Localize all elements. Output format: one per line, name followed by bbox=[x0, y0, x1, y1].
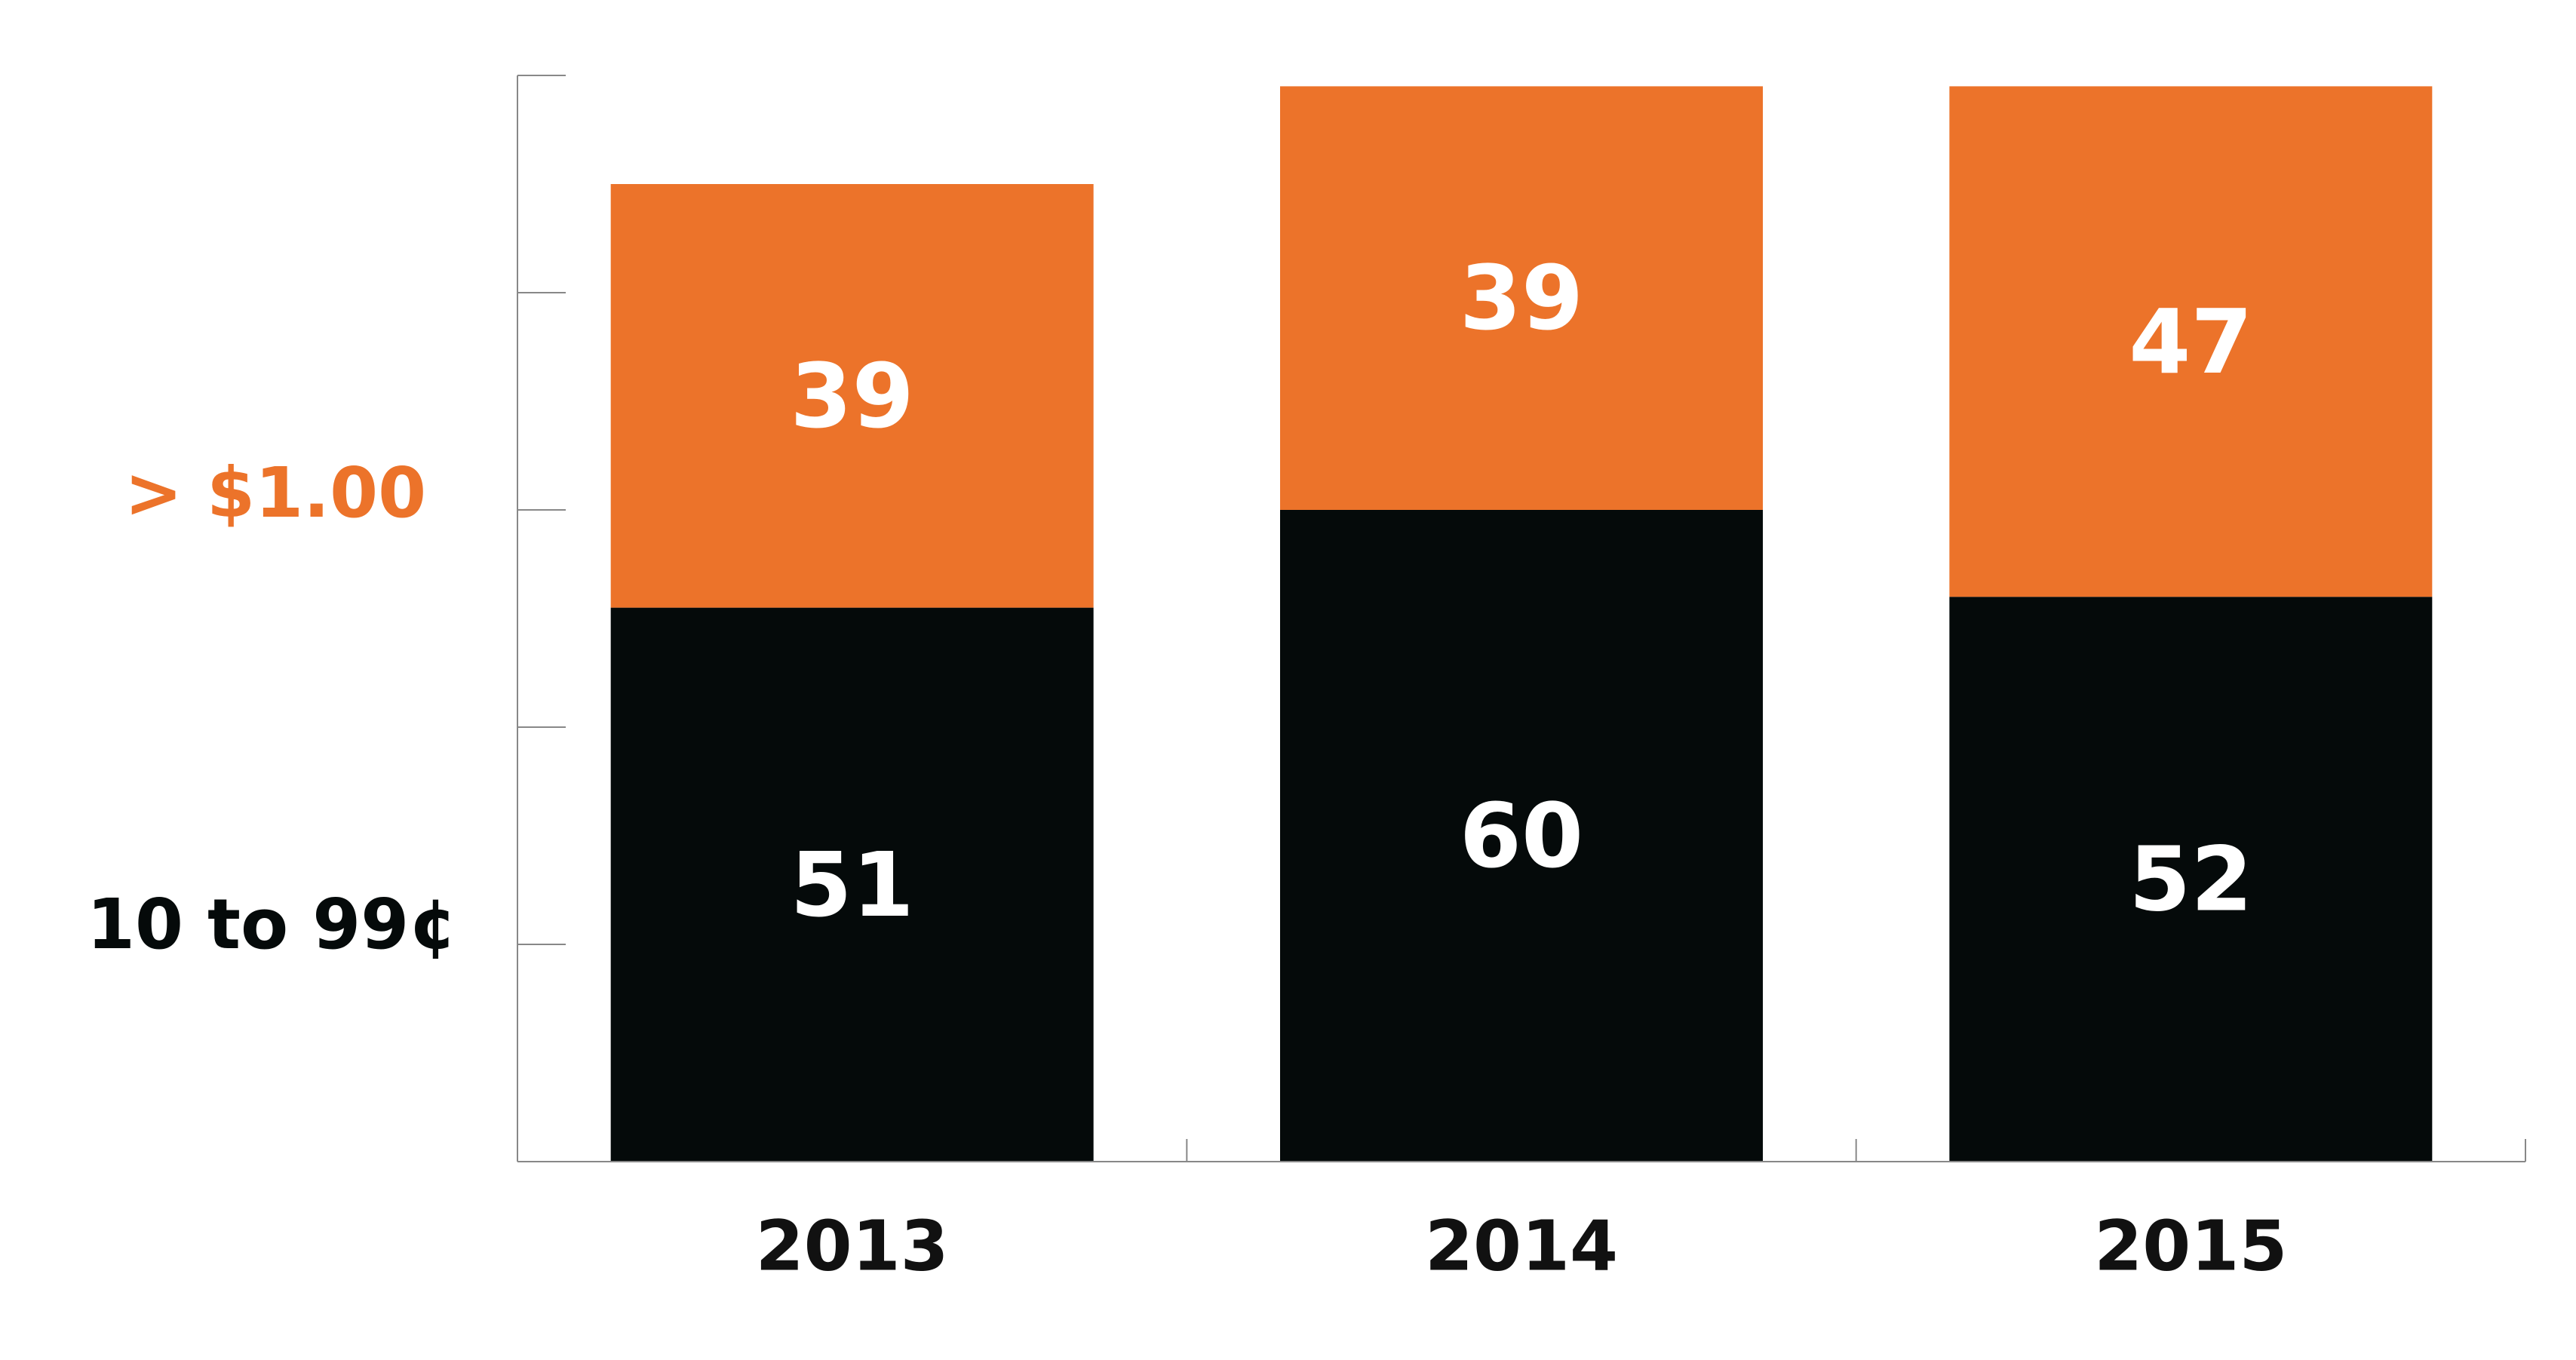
data-label-2014-series-0: 60 bbox=[1460, 784, 1583, 888]
bar-2013-series-0 bbox=[610, 607, 1094, 1162]
bar-2014-series-1 bbox=[1280, 86, 1763, 510]
x-tick-label-2014: 2014 bbox=[1425, 1206, 1618, 1287]
x-tick-label-2015: 2015 bbox=[2094, 1206, 2287, 1287]
data-label-2013-series-1: 39 bbox=[791, 344, 914, 448]
bar-2013-series-1 bbox=[610, 184, 1094, 608]
bar-2014-series-0 bbox=[1280, 510, 1763, 1162]
data-label-2013-series-0: 51 bbox=[791, 833, 914, 937]
legend-label-over-1-dollar: > $1.00 bbox=[124, 453, 427, 533]
data-label-2015-series-1: 47 bbox=[2129, 290, 2252, 394]
data-label-2015-series-0: 52 bbox=[2129, 827, 2252, 932]
data-label-2014-series-1: 39 bbox=[1460, 246, 1583, 350]
bar-2015-series-0 bbox=[1949, 597, 2433, 1162]
legend-label-10-to-99-cents: 10 to 99¢ bbox=[87, 884, 458, 965]
bar-2015-series-1 bbox=[1949, 86, 2433, 597]
x-tick-label-2013: 2013 bbox=[756, 1206, 949, 1287]
